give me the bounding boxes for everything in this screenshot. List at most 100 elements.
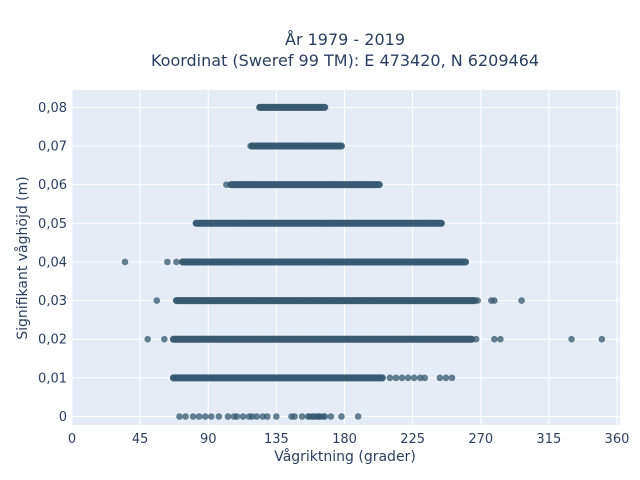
data-point [442, 335, 450, 343]
data-point [256, 104, 264, 111]
data-point [363, 220, 370, 227]
data-point [226, 335, 234, 343]
data-point [181, 258, 189, 266]
data-point [229, 297, 237, 304]
data-point [397, 297, 405, 304]
data-point [568, 335, 575, 343]
data-point [333, 220, 341, 227]
data-point [297, 374, 304, 382]
data-point [275, 297, 282, 304]
data-point [315, 220, 323, 227]
data-point [204, 335, 211, 343]
data-point [335, 374, 343, 382]
data-point [173, 258, 180, 266]
data-point [334, 297, 341, 304]
x-tick-label: 0 [68, 432, 76, 447]
data-point [295, 335, 302, 343]
data-point [224, 220, 232, 227]
data-point [247, 142, 254, 150]
data-point [309, 181, 316, 188]
data-point [263, 181, 271, 188]
data-point [231, 335, 239, 343]
data-point [392, 220, 400, 227]
data-point [291, 142, 299, 150]
y-tick-label: 0,03 [38, 294, 67, 309]
data-point [415, 258, 422, 266]
x-tick-label: 225 [400, 432, 425, 447]
data-point [392, 374, 400, 382]
data-point [265, 220, 273, 227]
data-point [331, 220, 338, 227]
data-point [195, 374, 202, 382]
data-point [413, 335, 420, 343]
data-point [341, 181, 348, 188]
data-point [299, 374, 307, 382]
data-point [461, 297, 469, 304]
data-point [321, 142, 329, 150]
data-point [231, 258, 239, 266]
data-point [328, 142, 335, 150]
data-point [271, 142, 279, 150]
data-point [200, 297, 208, 304]
data-point [283, 258, 291, 266]
data-point [386, 297, 394, 304]
data-point [422, 335, 429, 343]
data-point [258, 335, 266, 343]
data-point [314, 142, 322, 150]
data-point [261, 181, 269, 188]
data-point [213, 374, 220, 382]
data-point [257, 181, 264, 188]
data-point [220, 374, 227, 382]
data-point [308, 374, 316, 382]
data-point [398, 374, 406, 382]
data-point [327, 413, 335, 420]
data-point [440, 258, 447, 266]
data-point [248, 297, 255, 304]
data-point [318, 181, 326, 188]
data-point [351, 335, 359, 343]
data-point [235, 335, 243, 343]
data-point [306, 335, 313, 343]
data-point [296, 142, 304, 150]
data-point [433, 335, 441, 343]
data-point [326, 220, 334, 227]
data-point [336, 297, 344, 304]
data-point [382, 297, 389, 304]
data-point [315, 104, 323, 111]
data-point [183, 374, 191, 382]
data-point [276, 220, 284, 227]
data-point [310, 258, 318, 266]
data-point [295, 104, 302, 111]
data-point [245, 297, 253, 304]
data-point [191, 297, 198, 304]
data-point [332, 297, 339, 304]
data-point [465, 335, 472, 343]
data-point [325, 297, 332, 304]
data-point [223, 181, 230, 188]
data-point [383, 220, 391, 227]
data-point [235, 258, 243, 266]
data-point [272, 258, 279, 266]
data-point [174, 374, 182, 382]
data-point [197, 258, 204, 266]
data-point [281, 220, 288, 227]
data-point [418, 297, 425, 304]
data-point [347, 258, 354, 266]
data-point [198, 297, 205, 304]
data-point [199, 335, 207, 343]
data-point [317, 104, 325, 111]
data-point [204, 258, 211, 266]
data-point [390, 258, 397, 266]
data-point [215, 374, 223, 382]
data-point [209, 297, 217, 304]
data-point [285, 220, 293, 227]
data-point [291, 297, 298, 304]
x-axis-label: Vågriktning (grader) [274, 448, 416, 465]
data-point [211, 297, 219, 304]
data-point [370, 181, 378, 188]
data-point [319, 258, 327, 266]
data-point [281, 258, 288, 266]
data-point [311, 297, 319, 304]
data-point [354, 335, 361, 343]
data-point [173, 297, 180, 304]
